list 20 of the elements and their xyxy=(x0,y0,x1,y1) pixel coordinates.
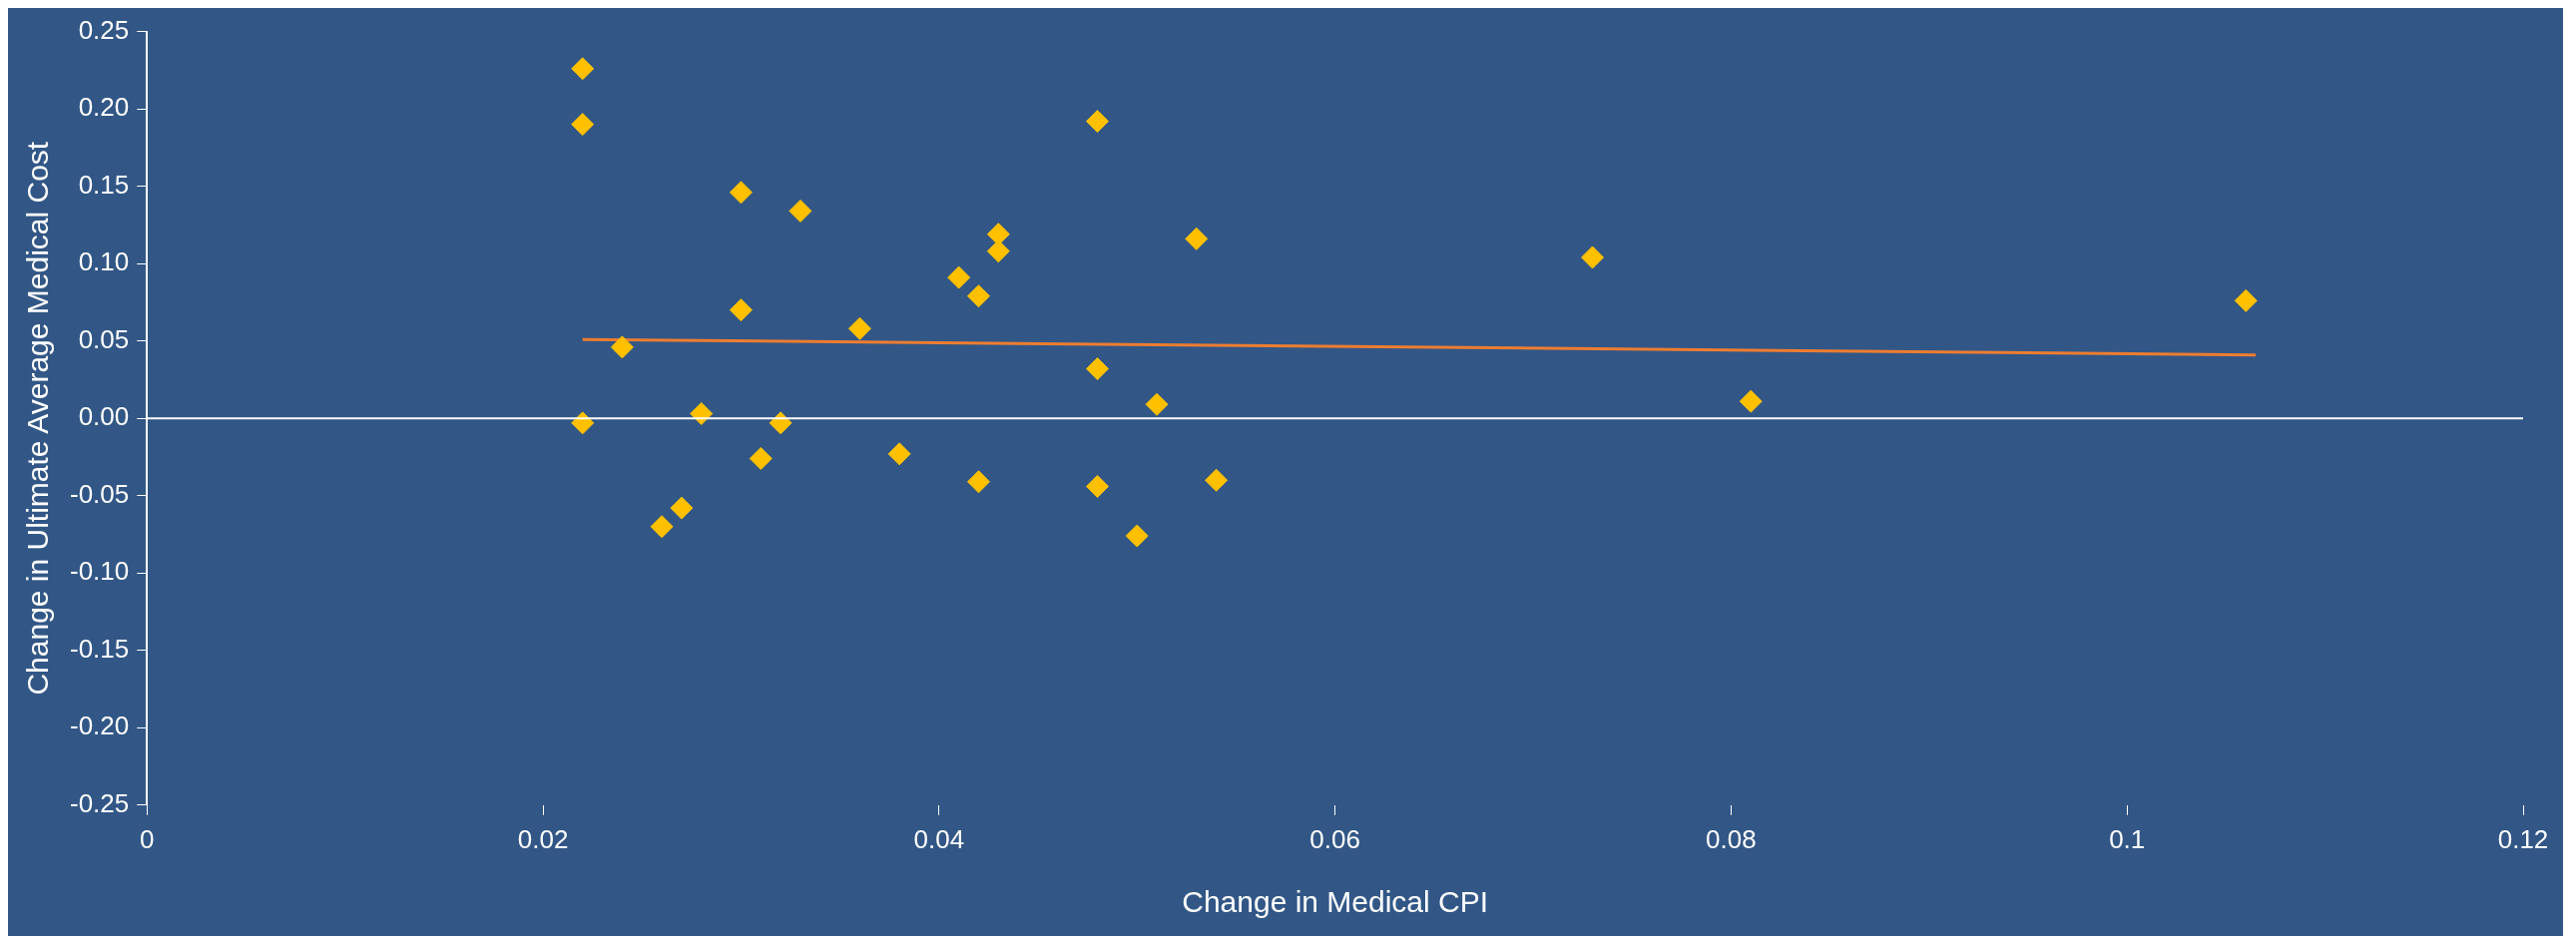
x-tick-label: 0.02 xyxy=(517,823,569,854)
y-tick-label: 0.05 xyxy=(78,323,130,354)
x-tick-label: 0.04 xyxy=(913,823,965,854)
x-tick-label: 0 xyxy=(140,823,155,854)
y-tick-label: -0.20 xyxy=(70,710,130,741)
x-tick-label: 0.06 xyxy=(1309,823,1360,854)
y-tick-label: 0.10 xyxy=(78,246,130,277)
x-tick-label: 0.1 xyxy=(2109,823,2146,854)
y-axis-title: Change in Ultimate Average Medical Cost xyxy=(21,141,55,696)
y-tick-label: -0.25 xyxy=(70,787,130,818)
y-tick-label: 0.15 xyxy=(78,169,130,200)
y-tick-label: -0.05 xyxy=(70,478,130,509)
y-tick-label: 0.00 xyxy=(78,401,130,432)
y-tick-label: 0.20 xyxy=(78,92,130,123)
x-tick-label: 0.08 xyxy=(1706,823,1757,854)
y-tick-label: 0.25 xyxy=(78,14,130,45)
x-axis-title: Change in Medical CPI xyxy=(1182,885,1489,919)
x-tick-label: 0.12 xyxy=(2497,823,2549,854)
y-tick-label: -0.15 xyxy=(70,633,130,664)
y-tick-label: -0.10 xyxy=(70,556,130,587)
